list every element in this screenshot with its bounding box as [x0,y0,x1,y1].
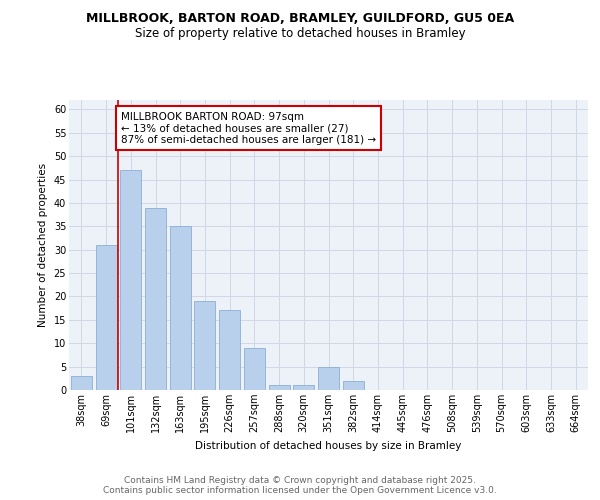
Bar [194,301,215,390]
Bar [293,386,314,390]
Bar [71,376,92,390]
X-axis label: Distribution of detached houses by size in Bramley: Distribution of detached houses by size … [196,440,461,450]
Bar [269,386,290,390]
Y-axis label: Number of detached properties: Number of detached properties [38,163,48,327]
Bar [343,380,364,390]
Bar [244,348,265,390]
Bar [145,208,166,390]
Bar [120,170,141,390]
Bar [219,310,240,390]
Text: Size of property relative to detached houses in Bramley: Size of property relative to detached ho… [134,28,466,40]
Text: MILLBROOK, BARTON ROAD, BRAMLEY, GUILDFORD, GU5 0EA: MILLBROOK, BARTON ROAD, BRAMLEY, GUILDFO… [86,12,514,26]
Text: MILLBROOK BARTON ROAD: 97sqm
← 13% of detached houses are smaller (27)
87% of se: MILLBROOK BARTON ROAD: 97sqm ← 13% of de… [121,112,376,145]
Bar [170,226,191,390]
Bar [318,366,339,390]
Text: Contains HM Land Registry data © Crown copyright and database right 2025.
Contai: Contains HM Land Registry data © Crown c… [103,476,497,495]
Bar [95,245,116,390]
